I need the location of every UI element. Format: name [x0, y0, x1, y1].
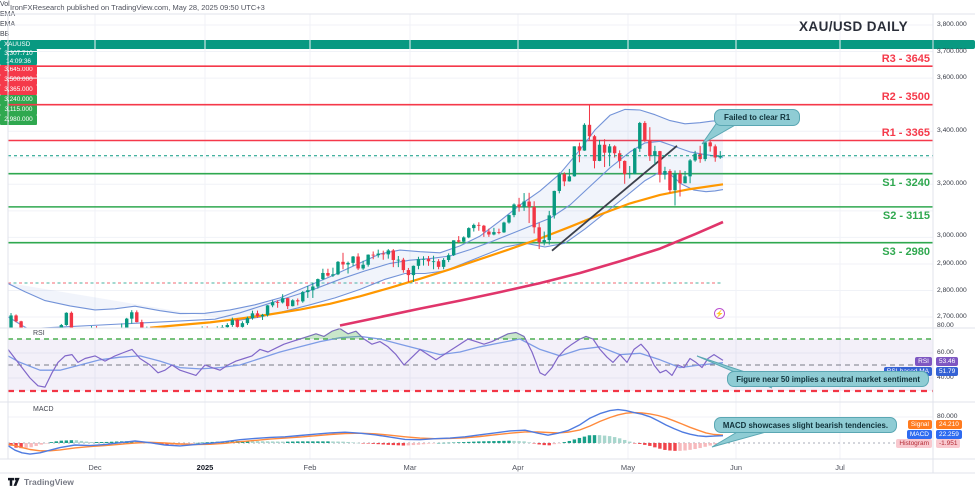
level-price-flag: 3,240.000 [0, 95, 37, 105]
tradingview-logo-icon [8, 477, 20, 486]
level-label-r1[interactable]: R1 - 3365 [881, 127, 930, 139]
time-axis-label: Jun [729, 463, 743, 472]
price-axis-tick: 80.00 [937, 322, 954, 329]
macd-line-value: 22.259 [936, 429, 962, 439]
time-axis-label: Apr [512, 463, 524, 472]
level-price-flag: 3,645.000 [0, 65, 37, 75]
price-pane-plots [8, 108, 724, 328]
rsi-value: 53.46 [936, 357, 959, 366]
time-axis-label: 2025 [196, 463, 214, 472]
price-axis-tick: 3,400.000 [937, 127, 967, 135]
legend-bb[interactable]: BB [0, 31, 10, 38]
price-axis-tick: 40.00 [937, 374, 954, 381]
symbol-price-tag: XAUUSD [0, 40, 975, 49]
level-price-flag: 3,365.000 [0, 85, 37, 95]
rsi-ma-value: 51.79 [936, 366, 959, 376]
price-axis-tick: 3,600.000 [937, 74, 967, 82]
macd-histogram-label: Histogram [896, 439, 932, 448]
candles-layer [9, 104, 722, 328]
macd-pane-label[interactable]: MACD [33, 406, 54, 413]
annotation-failed-r1[interactable]: Failed to clear R1 [714, 109, 801, 126]
level-label-s2[interactable]: S2 - 3115 [882, 210, 930, 222]
level-label-r2[interactable]: R2 - 3500 [881, 91, 930, 103]
level-price-flag: 3,115.000 [0, 105, 37, 115]
chart-title: XAU/USD DAILY [799, 19, 908, 34]
price-axis-tick: 3,200.000 [937, 180, 967, 188]
macd-signal-label: Signal [907, 420, 932, 429]
level-price-flag: 2,980.000 [0, 115, 37, 125]
time-axis-label: Feb [303, 463, 317, 472]
annotation-macd-bearish[interactable]: MACD showcases slight bearish tendencies… [713, 417, 897, 433]
rsi-pane-label[interactable]: RSI [33, 330, 45, 337]
price-axis-tick: 3,700.000 [937, 47, 967, 55]
price-axis-tick: 2,800.000 [937, 286, 967, 294]
level-label-r3[interactable]: R3 - 3645 [881, 53, 930, 65]
level-lines [8, 65, 933, 244]
rsi-plots [8, 328, 724, 388]
level-price-flag: 3,500.000 [0, 75, 37, 85]
price-axis-tick: 2,900.000 [937, 260, 967, 267]
publish-info: IronFXResearch published on TradingView.… [10, 3, 265, 12]
bar-countdown: 14:09:36 [6, 58, 31, 65]
macd-signal-value: 24.210 [936, 420, 962, 429]
pane-borders [0, 13, 975, 474]
rsi-value-label: RSI [915, 357, 932, 366]
time-axis-label: Mar [403, 463, 417, 472]
legend-vol[interactable]: Vol [0, 1, 10, 8]
macd-plots [8, 408, 724, 455]
price-axis-tick: 3,000.000 [937, 232, 967, 239]
tradingview-logo[interactable]: TradingView [8, 477, 74, 487]
last-price-value: 3,307.710 [4, 50, 33, 57]
price-axis-tick: 2,700.000 [937, 313, 967, 320]
time-axis-label: May [620, 463, 636, 472]
level-label-s3[interactable]: S3 - 2980 [882, 246, 930, 258]
time-axis-label: Jul [835, 463, 845, 472]
macd-histogram-value: -1.951 [936, 439, 961, 448]
last-price-flag: 3,307.710 14:09:36 [0, 49, 37, 65]
price-axis-tick: 80.000 [937, 413, 958, 420]
flash-icon[interactable]: ⚡ [714, 308, 725, 319]
tradingview-logo-text: TradingView [24, 477, 74, 487]
price-axis-tick: 3,800.000 [937, 21, 967, 28]
time-axis-label: Dec [88, 463, 102, 472]
gridlines [8, 14, 933, 459]
price-axis-tick: 60.00 [937, 349, 954, 356]
macd-line-label: MACD [906, 429, 932, 439]
annotation-rsi-neutral[interactable]: Figure near 50 implies a neutral market … [727, 371, 929, 387]
level-label-s1[interactable]: S1 - 3240 [882, 177, 930, 189]
